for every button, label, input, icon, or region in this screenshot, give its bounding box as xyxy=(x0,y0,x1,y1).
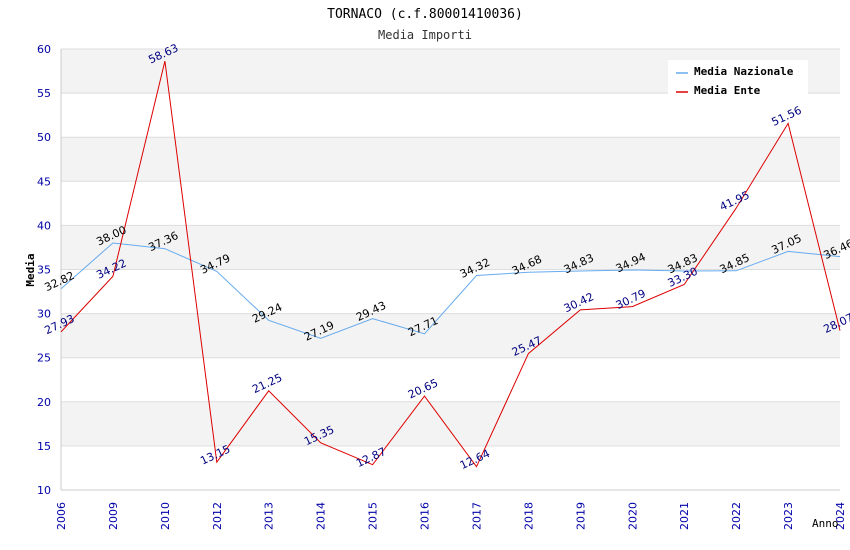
plot-band xyxy=(61,137,840,182)
legend-label-ente: Media Ente xyxy=(694,84,761,97)
legend-box xyxy=(668,60,808,98)
y-tick-label: 55 xyxy=(37,87,51,100)
x-tick-label: 2023 xyxy=(782,502,795,530)
x-tick-label: 2017 xyxy=(470,502,483,530)
y-tick-label: 50 xyxy=(37,131,51,144)
x-axis-ticks: 2006 2009 2010 2012 2013 2014 2015 2016 2017 2018… xyxy=(55,502,847,530)
y-tick-label: 45 xyxy=(37,175,51,188)
x-tick-label: 2010 xyxy=(159,502,172,530)
x-tick-label: 2012 xyxy=(211,502,224,530)
y-axis-label: Media xyxy=(24,253,37,286)
plot-band xyxy=(61,269,840,314)
x-tick-label: 2018 xyxy=(522,502,535,530)
x-tick-label: 2014 xyxy=(315,502,328,530)
x-tick-label: 2009 xyxy=(107,502,120,530)
y-tick-label: 60 xyxy=(37,43,51,56)
chart-subtitle: Media Importi xyxy=(378,28,472,42)
plot-band xyxy=(61,181,840,226)
chart-title: TORNACO (c.f.80001410036) xyxy=(327,7,523,22)
x-tick-label: 2006 xyxy=(55,502,68,530)
y-tick-label: 10 xyxy=(37,484,51,497)
y-tick-label: 20 xyxy=(37,396,51,409)
plot-band xyxy=(61,401,840,446)
x-tick-label: 2024 xyxy=(834,502,847,530)
plot-band xyxy=(61,93,840,138)
plot-background xyxy=(61,49,840,490)
y-tick-label: 40 xyxy=(37,219,51,232)
legend: Media Nazionale Media Ente xyxy=(668,60,808,98)
y-axis-ticks: 10 15 20 25 30 35 40 45 50 55 60 xyxy=(37,43,51,497)
plot-band xyxy=(61,445,840,490)
y-tick-label: 15 xyxy=(37,440,51,453)
y-tick-label: 25 xyxy=(37,352,51,365)
plot-band xyxy=(61,357,840,402)
x-tick-label: 2013 xyxy=(263,502,276,530)
legend-label-nazionale: Media Nazionale xyxy=(694,65,794,78)
x-tick-label: 2020 xyxy=(626,502,639,530)
y-tick-label: 35 xyxy=(37,264,51,277)
x-tick-label: 2015 xyxy=(367,502,380,530)
y-tick-label: 30 xyxy=(37,308,51,321)
x-tick-label: 2021 xyxy=(678,502,691,530)
x-axis-label: Anno xyxy=(812,517,839,530)
x-tick-label: 2016 xyxy=(419,502,432,530)
series-line-ente xyxy=(60,60,841,468)
x-tick-label: 2019 xyxy=(574,502,587,530)
x-tick-label: 2022 xyxy=(730,502,743,530)
series-lines xyxy=(60,60,841,468)
plot-band xyxy=(61,313,840,358)
